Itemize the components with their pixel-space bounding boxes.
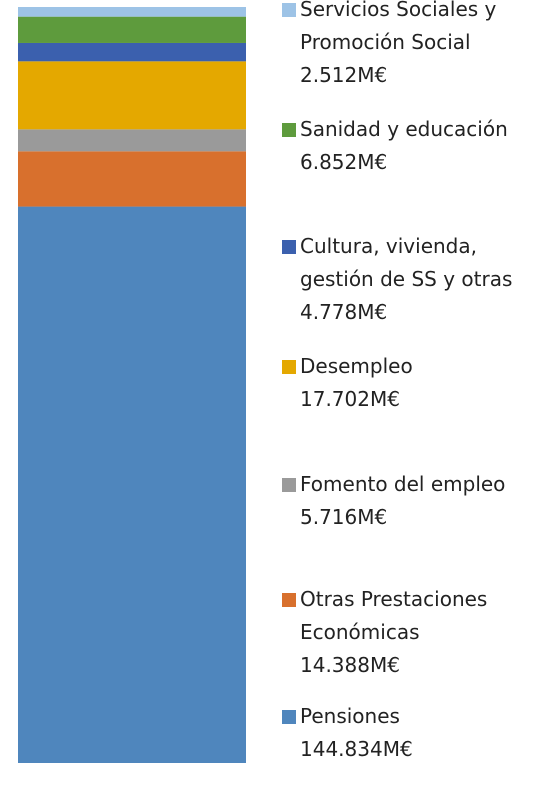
legend-swatch: [282, 240, 296, 254]
legend-label: Fomento del empleo: [300, 472, 506, 496]
legend-label: Pensiones: [300, 704, 400, 728]
bar-segment: [18, 61, 246, 130]
bar-segment: [18, 129, 246, 152]
legend-entry: Pensiones 144.834M€: [282, 700, 544, 766]
legend-text: Desempleo 17.702M€: [282, 350, 544, 416]
value-label: 4.778M€: [300, 300, 388, 324]
legend-entry: Cultura, vivienda, gestión de SS y otras…: [282, 230, 544, 329]
legend-entry: Sanidad y educación 6.852M€: [282, 113, 544, 179]
legend-swatch: [282, 478, 296, 492]
legend-label: Sanidad y educación: [300, 117, 508, 141]
bar-segment: [18, 151, 246, 207]
bar-segment: [18, 16, 246, 43]
legend-entry: Fomento del empleo 5.716M€: [282, 468, 544, 534]
legend-swatch: [282, 360, 296, 374]
legend-label: Desempleo: [300, 354, 413, 378]
legend-entry: Otras Prestaciones Económicas 14.388M€: [282, 583, 544, 682]
legend-label: Servicios Sociales y Promoción Social: [300, 0, 497, 54]
legend-text: Otras Prestaciones Económicas 14.388M€: [282, 583, 544, 682]
legend-entry: Desempleo 17.702M€: [282, 350, 544, 416]
value-label: 6.852M€: [300, 150, 388, 174]
legend-swatch: [282, 123, 296, 137]
bar-segment: [18, 206, 246, 764]
legend-swatch: [282, 710, 296, 724]
value-label: 14.388M€: [300, 653, 400, 677]
legend-label: Cultura, vivienda, gestión de SS y otras: [300, 234, 513, 291]
legend-text: Fomento del empleo 5.716M€: [282, 468, 544, 534]
legend-text: Sanidad y educación 6.852M€: [282, 113, 544, 179]
legend-text: Servicios Sociales y Promoción Social 2.5…: [282, 0, 544, 92]
legend-text: Pensiones 144.834M€: [282, 700, 544, 766]
bar-segment: [18, 42, 246, 62]
value-label: 2.512M€: [300, 63, 388, 87]
legend-entry: Servicios Sociales y Promoción Social 2.5…: [282, 0, 544, 92]
value-label: 17.702M€: [300, 387, 400, 411]
legend-swatch: [282, 3, 296, 17]
legend-swatch: [282, 593, 296, 607]
legend-text: Cultura, vivienda, gestión de SS y otras…: [282, 230, 544, 329]
value-label: 144.834M€: [300, 737, 413, 761]
legend-label: Otras Prestaciones Económicas: [300, 587, 488, 644]
value-label: 5.716M€: [300, 505, 388, 529]
bar-segment: [18, 7, 246, 17]
